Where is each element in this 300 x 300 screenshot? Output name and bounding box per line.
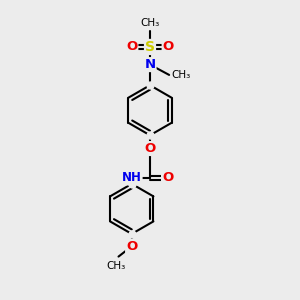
Text: CH₃: CH₃ xyxy=(106,261,125,271)
Text: O: O xyxy=(126,240,137,253)
Text: S: S xyxy=(145,40,155,54)
Text: O: O xyxy=(144,142,156,155)
Text: O: O xyxy=(126,40,137,53)
Text: NH: NH xyxy=(122,172,142,184)
Text: O: O xyxy=(163,40,174,53)
Text: O: O xyxy=(162,172,173,184)
Text: CH₃: CH₃ xyxy=(140,18,160,28)
Text: CH₃: CH₃ xyxy=(171,70,190,80)
Text: N: N xyxy=(144,58,156,71)
